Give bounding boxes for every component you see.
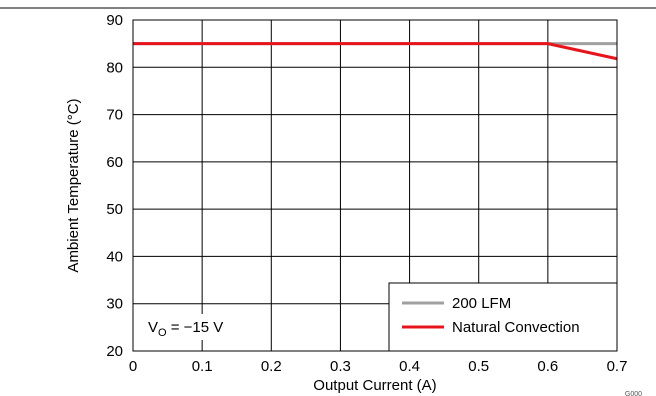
- legend-label: Natural Convection: [452, 319, 580, 336]
- x-tick-label: 0: [129, 358, 137, 375]
- x-axis-label: Output Current (A): [313, 377, 436, 394]
- legend-label: 200 LFM: [452, 295, 511, 312]
- figure-id: G000: [625, 391, 642, 396]
- x-tick-label: 0.3: [330, 358, 351, 375]
- x-tick-label: 0.2: [261, 358, 282, 375]
- y-tick-label: 20: [106, 343, 123, 360]
- x-tick-label: 0.1: [192, 358, 213, 375]
- tick-labels: 0 0.1 0.2 0.3 0.4 0.5 0.6 0.7 20 30 40 50 60 70 80 90: [106, 12, 627, 375]
- x-tick-label: 0.4: [399, 358, 420, 375]
- y-tick-label: 70: [106, 107, 123, 124]
- annotation-subscript: O: [158, 327, 167, 339]
- y-axis-label: Ambient Temperature (°C): [65, 98, 82, 272]
- x-tick-label: 0.6: [537, 358, 558, 375]
- plot-frame: [132, 19, 618, 352]
- legend: 200 LFM Natural Convection: [388, 282, 618, 352]
- annotation-rest: = −15 V: [167, 319, 224, 336]
- y-tick-label: 40: [106, 248, 123, 265]
- x-tick-label: 0.5: [468, 358, 489, 375]
- y-tick-label: 30: [106, 296, 123, 313]
- series-line-natural-convection: [133, 42, 618, 61]
- y-tick-label: 80: [106, 59, 123, 76]
- annotation-background: [140, 314, 244, 340]
- y-tick-label: 50: [106, 201, 123, 218]
- annotation-main: V: [148, 319, 158, 336]
- series-group: [133, 42, 618, 61]
- x-tick-label: 0.7: [607, 358, 628, 375]
- voltage-annotation: VO = −15 V: [148, 319, 223, 339]
- legend-box: [388, 282, 618, 352]
- y-tick-label: 60: [106, 154, 123, 171]
- y-tick-label: 90: [106, 12, 123, 29]
